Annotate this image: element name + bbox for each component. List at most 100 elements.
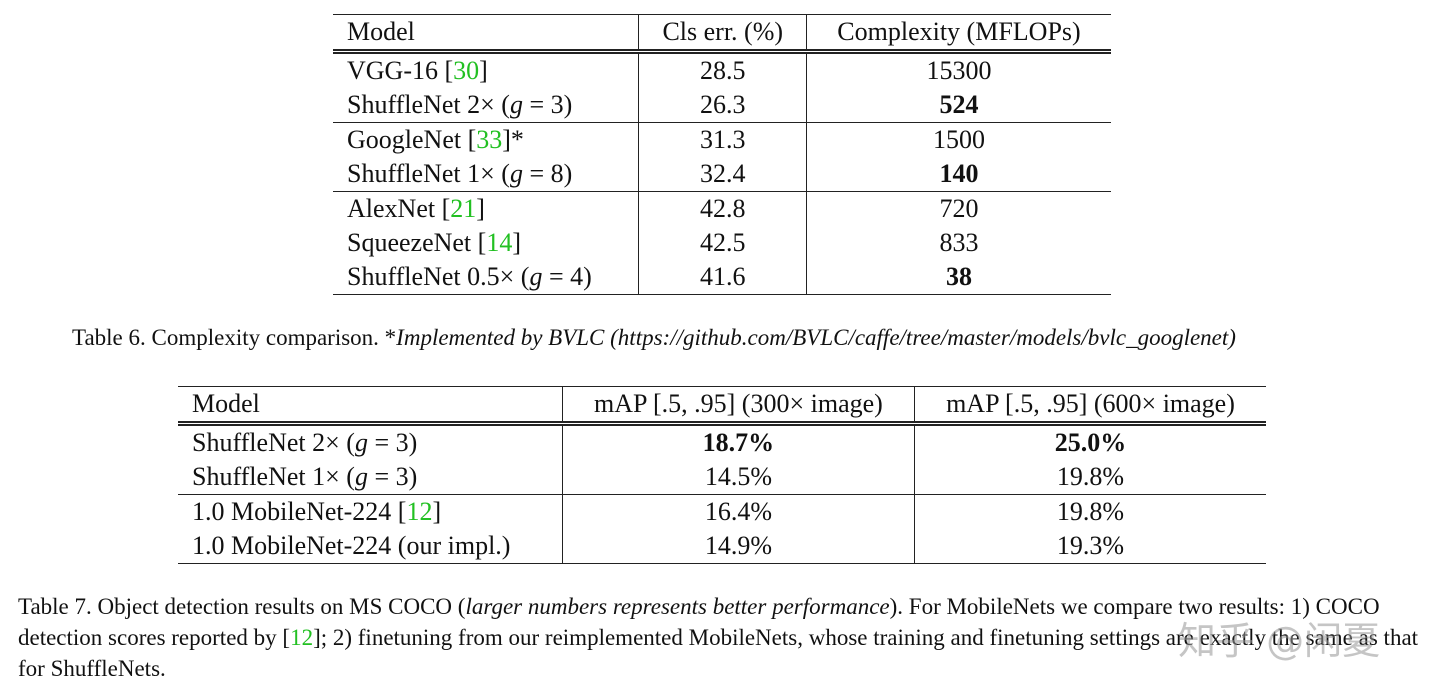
table-cell: 31.3: [638, 122, 807, 157]
table-cell: 14.9%: [561, 529, 915, 564]
table-cell: 720: [805, 191, 1111, 226]
text-segment: 25.0%: [1054, 428, 1127, 457]
table-row: VGG-16 [30] 28.5 15300: [333, 51, 1111, 89]
text-segment: 833: [939, 228, 979, 257]
text-segment: g: [509, 90, 523, 119]
table-cell: 19.8%: [913, 494, 1266, 529]
citation: 33: [476, 125, 503, 154]
table-cell: 42.5: [638, 226, 807, 260]
text-segment: Implemented by BVLC (https://github.com/…: [396, 325, 1236, 350]
table-row: ShuffleNet 1× (g = 8) 32.4 140: [333, 157, 1111, 192]
text-segment: mAP [.5, .95] (600× image): [946, 389, 1235, 418]
table-cell: 26.3: [638, 88, 807, 123]
table-cell: ShuffleNet 2× (g = 3): [178, 424, 562, 461]
text-segment: 524: [939, 90, 979, 119]
text-segment: 31.3: [699, 125, 746, 154]
caption: Table 6. Complexity comparison. *Impleme…: [72, 322, 1432, 353]
text-segment: ]; 2) finetuning from our reimplemented …: [18, 625, 1419, 681]
table-cell: VGG-16 [30]: [333, 52, 639, 89]
watermark: 知乎 @闲夏: [1178, 619, 1381, 663]
table-cell: 16.4%: [561, 494, 915, 529]
table-row: 1.0 MobileNet-224 (our impl.) 14.9% 19.3%: [178, 529, 1266, 564]
table: Model Cls err. (%) Complexity (MFLOPs) VGG-…: [333, 14, 1111, 295]
table-cell: 14.5%: [561, 460, 915, 495]
text-segment: ShuffleNet 2× (: [347, 90, 510, 119]
table-cell: 42.8: [638, 191, 807, 226]
text-segment: 14.5%: [704, 462, 772, 491]
table-cell: 140: [805, 157, 1111, 192]
text-segment: g: [354, 462, 368, 491]
table-row: ShuffleNet 2× (g = 3) 18.7% 25.0%: [178, 423, 1266, 461]
header-row: Model mAP [.5, .95] (300× image) mAP [.5, …: [178, 386, 1266, 426]
text-segment: 32.4: [699, 159, 746, 188]
text-segment: g: [529, 262, 543, 291]
text-segment: GoogleNet [: [347, 125, 477, 154]
text-segment: ]: [479, 56, 488, 85]
table-row: GoogleNet [33]* 31.3 1500: [333, 122, 1111, 157]
text-segment: Model: [192, 389, 260, 418]
text-segment: = 3): [522, 90, 573, 119]
text-segment: 18.7%: [702, 428, 775, 457]
text-segment: ShuffleNet 1× (: [347, 159, 510, 188]
text-segment: Complexity (MFLOPs): [837, 17, 1081, 46]
table-row: AlexNet [21] 42.8 720: [333, 191, 1111, 226]
table-cell: SqueezeNet [14]: [333, 226, 639, 260]
text-segment: VGG-16 [: [347, 56, 454, 85]
table-cell: 15300: [805, 51, 1111, 88]
table-cell: ShuffleNet 2× (g = 3): [333, 88, 639, 123]
text-segment: ]: [476, 194, 485, 223]
text-segment: ]: [512, 228, 521, 257]
table-cell: 1.0 MobileNet-224 (our impl.): [178, 529, 563, 564]
text-segment: 19.3%: [1056, 531, 1125, 560]
text-segment: mAP [.5, .95] (300× image): [593, 389, 883, 418]
text-segment: = 8): [522, 159, 573, 188]
header-cell: mAP [.5, .95] (300× image): [561, 386, 915, 426]
table-row: ShuffleNet 2× (g = 3) 26.3 524: [333, 88, 1111, 123]
table-cell: ShuffleNet 1× (g = 3): [178, 460, 562, 495]
header-cell: mAP [.5, .95] (600× image): [913, 386, 1266, 426]
text-segment: ]: [432, 497, 442, 526]
text-segment: Cls err. (%): [662, 17, 784, 46]
text-segment: 140: [939, 159, 979, 188]
table-cell: ShuffleNet 0.5× (g = 4): [333, 260, 639, 295]
text-segment: Table 6. Complexity comparison. *: [72, 325, 397, 350]
header-row: Model Cls err. (%) Complexity (MFLOPs): [333, 14, 1111, 54]
text-segment: SqueezeNet [: [347, 228, 487, 257]
citation: 12: [406, 497, 433, 526]
header-cell: Complexity (MFLOPs): [805, 14, 1111, 54]
text-segment: AlexNet [: [347, 194, 451, 223]
citation: 14: [486, 228, 513, 257]
table-cell: GoogleNet [33]*: [333, 122, 639, 157]
table-row: SqueezeNet [14] 42.5 833: [333, 226, 1111, 260]
table-row: ShuffleNet 0.5× (g = 4) 41.6 38: [333, 260, 1111, 295]
citation: 21: [450, 194, 477, 223]
table-cell: 524: [805, 88, 1111, 123]
table-cell: 19.8%: [913, 460, 1266, 495]
header-cell: Cls err. (%): [638, 14, 807, 54]
table-cell: 41.6: [638, 260, 807, 295]
table-row: ShuffleNet 1× (g = 3) 14.5% 19.8%: [178, 460, 1266, 495]
text-segment: 42.5: [699, 228, 746, 257]
table-cell: AlexNet [21]: [333, 191, 639, 226]
text-segment: 42.8: [699, 194, 746, 223]
text-segment: 28.5: [699, 56, 746, 85]
table: Model mAP [.5, .95] (300× image) mAP [.5, …: [178, 386, 1266, 564]
text-segment: 720: [939, 194, 979, 223]
text-segment: ShuffleNet 0.5× (: [347, 262, 530, 291]
header-cell: Model: [333, 14, 639, 54]
table-cell: 19.3%: [913, 529, 1266, 564]
text-segment: = 3): [367, 462, 418, 491]
text-segment: Model: [347, 17, 415, 46]
text-segment: 1500: [932, 125, 985, 154]
citation: 12: [290, 625, 314, 650]
text-segment: = 3): [367, 428, 418, 457]
table-cell: ShuffleNet 1× (g = 8): [333, 157, 639, 192]
text-segment: g: [509, 159, 523, 188]
text-segment: ). For MobileNets we compare two results…: [18, 594, 1380, 650]
text-segment: 41.6: [699, 262, 746, 291]
text-segment: Table 7. Object detection results on MS …: [18, 594, 466, 619]
header-cell: Model: [178, 386, 563, 426]
table-cell: 1.0 MobileNet-224 [12]: [178, 494, 563, 529]
text-segment: 1.0 MobileNet-224 (our impl.): [192, 531, 511, 560]
